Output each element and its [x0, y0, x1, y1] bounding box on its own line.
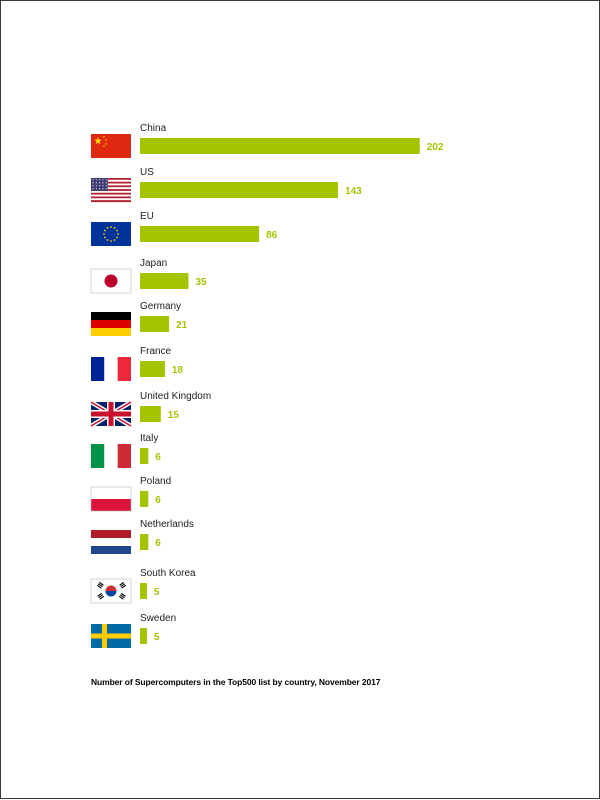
category-label: EU: [140, 211, 154, 222]
chart-caption: Number of Supercomputers in the Top500 l…: [91, 677, 381, 687]
uk-flag-icon: [89, 400, 133, 428]
category-label: Japan: [140, 258, 167, 269]
category-label: France: [140, 346, 172, 357]
value-label: 6: [155, 495, 161, 506]
bar: [140, 361, 165, 377]
category-label: US: [140, 167, 154, 178]
category-label: Netherlands: [140, 519, 194, 530]
bar: [140, 316, 170, 332]
value-label: 6: [155, 538, 161, 549]
bar: [140, 273, 189, 289]
bar: [140, 226, 260, 242]
category-label: Germany: [140, 301, 181, 312]
value-label: 21: [176, 320, 188, 331]
bar: [140, 406, 161, 422]
south-korea-flag-icon: [90, 578, 132, 604]
value-label: 15: [168, 410, 180, 421]
poland-flag-icon: [90, 486, 132, 512]
eu-flag-icon: [91, 222, 131, 246]
value-label: 6: [155, 452, 161, 463]
netherlands-flag-icon: [91, 530, 131, 554]
bar: [140, 534, 149, 550]
category-label: Italy: [140, 433, 158, 444]
value-label: 202: [427, 142, 444, 153]
bar: [140, 182, 339, 198]
category-label: South Korea: [140, 568, 196, 579]
value-label: 35: [195, 277, 207, 288]
sweden-flag-icon: [91, 624, 131, 648]
value-label: 5: [154, 632, 160, 643]
bar: [140, 448, 149, 464]
value-label: 86: [266, 230, 278, 241]
bar: [140, 628, 147, 644]
germany-flag-icon: [91, 312, 131, 336]
italy-flag-icon: [91, 444, 131, 468]
japan-flag-icon: [90, 268, 132, 294]
france-flag-icon: [91, 357, 131, 381]
china-flag-icon: [91, 134, 131, 158]
category-label: China: [140, 123, 167, 134]
bar: [140, 138, 420, 154]
value-label: 18: [172, 365, 184, 376]
us-flag-icon: [91, 178, 131, 203]
category-label: Poland: [140, 476, 171, 487]
category-label: United Kingdom: [140, 391, 211, 402]
value-label: 143: [345, 186, 362, 197]
category-label: Sweden: [140, 613, 176, 624]
bar: [140, 491, 149, 507]
value-label: 5: [154, 587, 160, 598]
bar: [140, 583, 147, 599]
